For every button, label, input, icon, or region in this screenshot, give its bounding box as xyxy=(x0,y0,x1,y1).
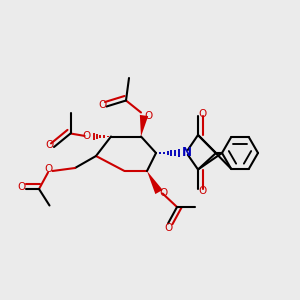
Text: N: N xyxy=(182,146,192,159)
Text: O: O xyxy=(198,109,206,119)
Polygon shape xyxy=(147,171,163,194)
Text: O: O xyxy=(17,182,26,193)
Text: O: O xyxy=(144,111,152,122)
Polygon shape xyxy=(140,115,148,136)
Text: O: O xyxy=(164,223,172,233)
Text: O: O xyxy=(198,185,206,196)
Text: O: O xyxy=(46,140,54,150)
Text: O: O xyxy=(82,130,90,141)
Text: O: O xyxy=(98,100,106,110)
Text: O: O xyxy=(159,188,167,198)
Text: O: O xyxy=(44,164,53,175)
